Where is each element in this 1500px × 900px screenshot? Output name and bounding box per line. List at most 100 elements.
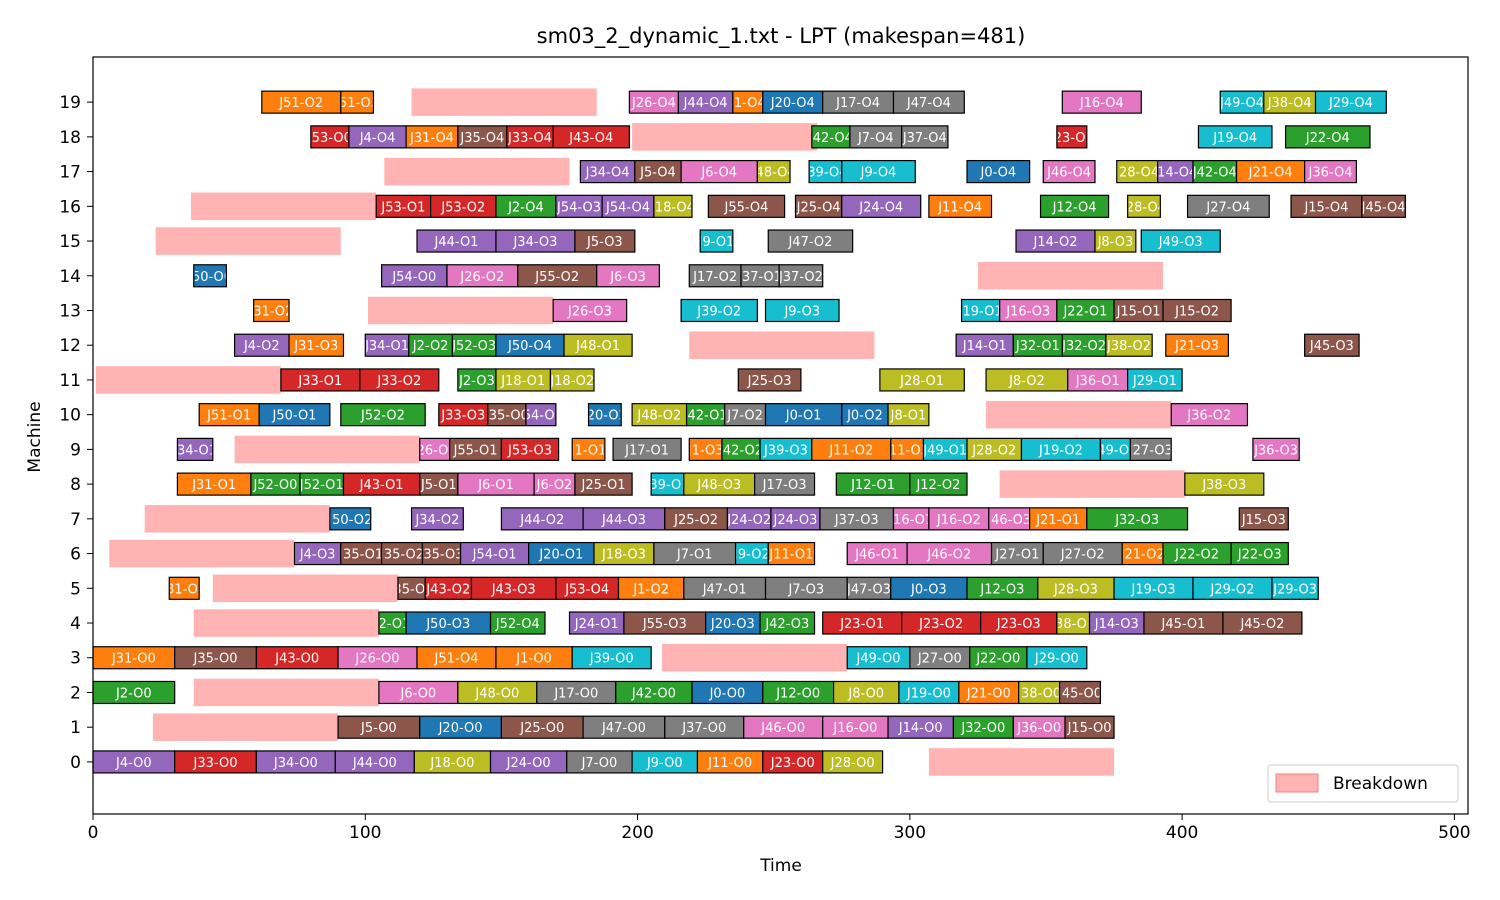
operation-rect	[901, 125, 949, 149]
operation-label: J31-O3	[293, 339, 338, 354]
breakdown-bar	[191, 192, 377, 221]
operation-label: J17-O1	[624, 443, 669, 458]
operation-bar: J11-O3	[884, 437, 929, 461]
operation-label: J6-O2	[536, 478, 573, 493]
operation-label: J46-O0	[760, 721, 805, 736]
operation-rect	[596, 264, 660, 288]
operation-label: J45-O1	[1161, 617, 1206, 632]
operation-bar: J36-O0	[1012, 715, 1066, 739]
operation-bar: J44-O0	[334, 750, 415, 774]
operation-rect	[966, 159, 1031, 184]
operation-bar: J45-O3	[1304, 333, 1360, 357]
operation-label: J49-O3	[1158, 235, 1203, 250]
operation-label: J11-O3	[884, 443, 929, 458]
operation-bar: J47-O2	[767, 229, 854, 253]
operation-label: J37-O0	[681, 721, 726, 736]
operation-bar: J29-O4	[1314, 90, 1387, 114]
breakdown-bar	[212, 574, 398, 603]
operation-label: J32-O2	[1061, 339, 1106, 354]
operation-label: J31-O0	[111, 652, 156, 667]
operation-bar: J37-O1	[737, 264, 782, 288]
operation-bar: J5-O4	[634, 159, 682, 184]
operation-bar: J26-O0	[337, 646, 418, 670]
operation-bar: J14-O2	[1015, 229, 1096, 253]
operation-bar: J48-O4	[756, 159, 791, 184]
operation-label: J37-O1	[737, 270, 782, 285]
operation-bar: J38-O4	[1263, 90, 1317, 114]
operation-label: J33-O0	[193, 756, 238, 771]
breakdown-bar	[999, 470, 1185, 498]
operation-bar: J36-O1	[1067, 368, 1129, 392]
operation-label: J46-O4	[1046, 166, 1091, 181]
operation-rect	[1304, 159, 1357, 184]
operation-bar: J44-O2	[500, 507, 584, 531]
y-tick-label: 13	[59, 301, 81, 321]
operation-label: J8-O1	[890, 409, 927, 424]
operation-bar: J14-O1	[955, 333, 1014, 357]
operation-label: J43-O1	[359, 478, 404, 493]
operation-label: J2-O3	[458, 374, 495, 389]
operation-bar: J8-O1	[887, 403, 930, 427]
operation-label: J39-O4	[802, 166, 847, 181]
breakdown-bar	[662, 643, 848, 672]
operation-bar: J16-O3	[999, 298, 1058, 323]
operation-bar: J1-O0	[495, 646, 573, 670]
breakdown-bar	[193, 609, 379, 637]
operation-label: J44-O1	[434, 235, 479, 250]
operation-bar: J38-O0	[1018, 680, 1061, 705]
operation-bar: J33-O2	[359, 368, 440, 392]
operation-bar: J51-O3	[340, 90, 375, 114]
y-tick-label: 16	[59, 197, 81, 217]
operation-bar: J37-O2	[778, 264, 824, 288]
operation-rect	[1042, 159, 1096, 184]
operation-label: J18-O3	[601, 548, 646, 563]
operation-label: J52-O2	[360, 409, 405, 424]
operation-label: J27-O2	[1060, 548, 1105, 563]
operation-label: J52-O1	[299, 478, 344, 493]
operation-label: J5-O3	[586, 235, 623, 250]
operation-bar: J23-O3	[980, 611, 1058, 635]
operation-bar: J28-O3	[1037, 576, 1115, 600]
operation-rect	[737, 368, 802, 392]
operation-bar: J12-O2	[909, 472, 968, 496]
operation-bar: J32-O2	[1061, 333, 1107, 357]
operation-bar: J11-O2	[811, 437, 892, 461]
operation-label: J29-O2	[1210, 582, 1255, 597]
operation-bar: J31-O3	[288, 333, 345, 357]
operation-rect	[1186, 194, 1270, 218]
operation-rect	[253, 298, 290, 323]
operation-label: J55-O2	[534, 270, 579, 285]
operation-bar: J49-O3	[1140, 229, 1221, 253]
operation-bar: J47-O4	[892, 90, 965, 114]
operation-label: J32-O0	[960, 721, 1005, 736]
y-tick-label: 17	[59, 163, 81, 183]
operation-label: J7-O1	[676, 548, 713, 563]
y-tick-label: 18	[59, 128, 81, 148]
breakdown-bar	[689, 331, 875, 359]
operation-bar: J43-O4	[552, 125, 630, 149]
operation-label: J37-O2	[778, 270, 823, 285]
operation-bar: J38-O1	[1056, 611, 1091, 635]
operation-bar: J50-O3	[405, 611, 492, 635]
operation-label: J36-O3	[1253, 443, 1298, 458]
operation-label: J51-O1	[206, 409, 251, 424]
legend-swatch-breakdown	[1275, 773, 1319, 793]
operation-bar: J21-O4	[1235, 159, 1306, 184]
operation-label: J34-O2	[414, 513, 459, 528]
operation-bar: J7-O4	[849, 125, 903, 149]
operation-bar: J42-O0	[615, 680, 693, 705]
operation-label: J29-O1	[1132, 374, 1177, 389]
operation-label: J6-O4	[700, 166, 737, 181]
operation-label: J28-O4	[1121, 200, 1166, 215]
operation-bar: J49-O4	[1219, 90, 1265, 114]
operation-bar: J23-O2	[901, 611, 982, 635]
operation-label: J20-O2	[582, 409, 627, 424]
operation-label: J27-O3	[1128, 443, 1173, 458]
operation-rect	[571, 646, 652, 670]
operation-label: J22-O1	[1062, 304, 1107, 319]
operation-label: J5-O1	[420, 478, 457, 493]
operation-bar: J53-O1	[375, 194, 432, 218]
operation-rect	[1061, 90, 1142, 114]
operation-rect	[1314, 90, 1387, 114]
